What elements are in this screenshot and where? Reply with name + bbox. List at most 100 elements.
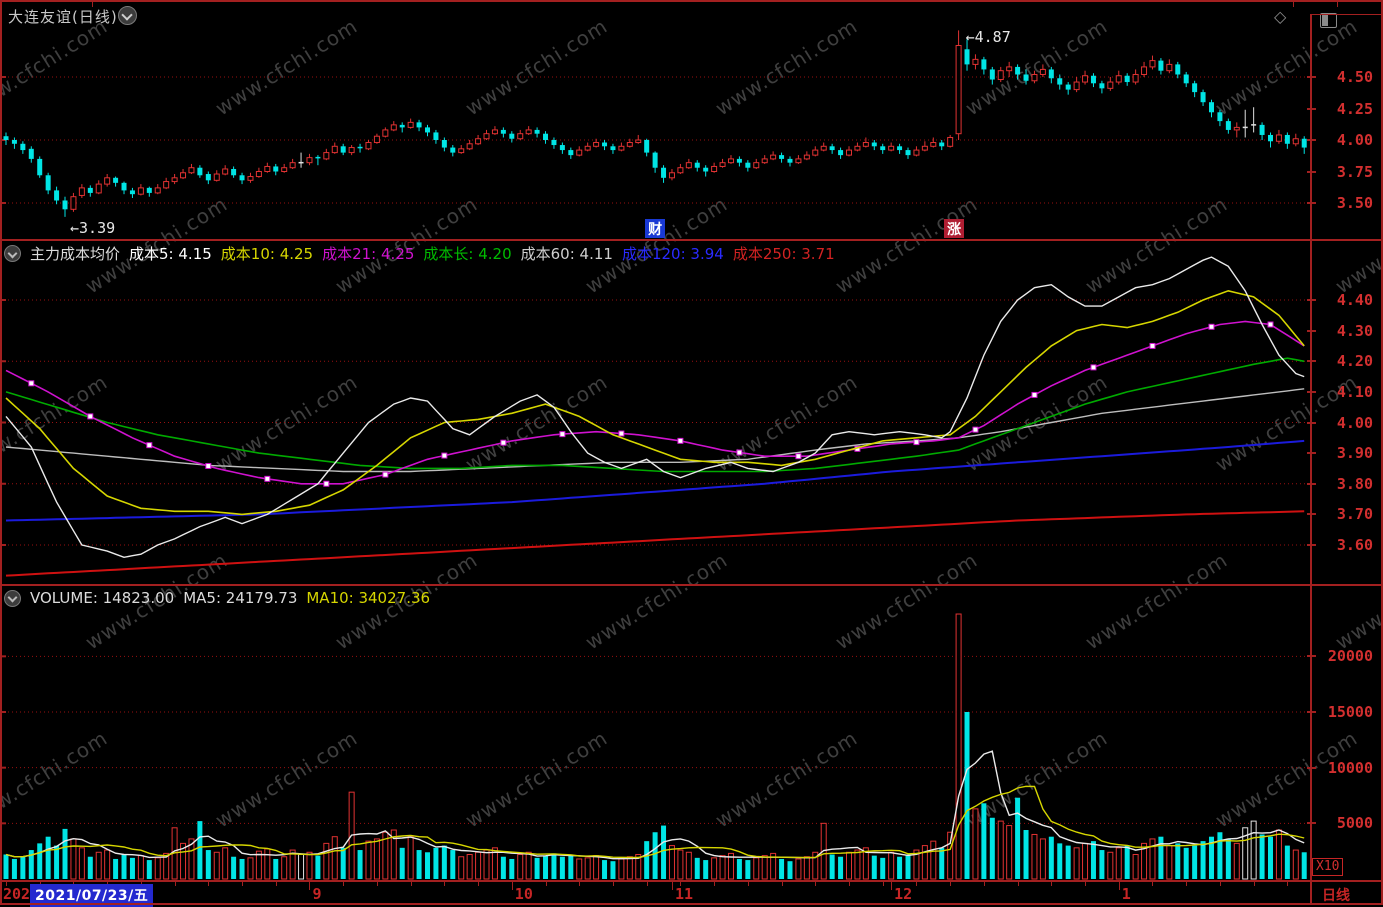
cost-axis-label: 4.30 [1336,321,1373,340]
volume-axis-label: 20000 [1327,647,1373,666]
minor-time-tick [410,882,412,886]
minor-time-tick [680,882,682,886]
month-tick [671,882,673,890]
minor-time-tick [275,882,277,886]
price-axis-label: 4.00 [1336,131,1373,149]
legend-cost10: 成本10: 4.25 [220,245,314,263]
minor-time-tick [1253,882,1255,886]
minor-time-tick [1017,882,1019,886]
cost-axis-label: 3.60 [1336,536,1373,554]
month-tick [1118,882,1120,890]
minor-time-tick [6,882,7,886]
divider-volume-axis [0,880,1383,882]
minor-time-tick [1152,882,1154,886]
cost-indicator-legend: 主力成本均价 成本5: 4.15 成本10: 4.25 成本21: 4.25 成… [4,243,835,264]
minor-time-tick [781,882,783,886]
panel-toggle-icon[interactable] [1320,13,1338,28]
month-label: 12 [894,885,913,903]
minor-time-tick [545,882,547,886]
minor-time-tick [242,882,244,886]
minor-time-tick [1287,882,1289,886]
volume-axis-label: 15000 [1327,703,1373,721]
collapse-volume-icon[interactable] [4,589,21,607]
minor-time-tick [714,882,716,886]
candlestick-chart[interactable] [0,30,1310,240]
price-axis-label: 3.75 [1336,162,1373,181]
minor-time-tick [343,882,345,886]
divider-cost-volume [0,584,1383,586]
high-price-annotation: ←4.87 [965,28,1011,46]
volume-ma10-label: MA10: 34027.36 [306,589,431,607]
minor-time-tick [1186,882,1188,886]
minor-time-tick [646,882,648,886]
stock-title: 大连友谊(日线) [8,8,118,26]
minor-time-tick [1051,882,1053,886]
cost-axis-label: 3.90 [1336,444,1373,463]
cost-axis-label: 3.80 [1336,474,1373,493]
legend-cost250: 成本250: 3.71 [732,245,835,263]
cost-axis-label: 3.70 [1336,505,1373,524]
minor-time-tick [916,882,918,886]
minor-time-tick [478,882,480,886]
border-right [1381,0,1383,905]
minor-time-tick [983,882,985,886]
minor-time-tick [950,882,952,886]
event-marker-zhang[interactable]: 涨 [944,219,965,238]
legend-cost-long: 成本长: 4.20 [423,245,512,263]
watermark-text: www.cfchi.com [1331,547,1383,655]
volume-axis-label: 10000 [1327,758,1373,777]
indicator-title: 主力成本均价 [30,245,121,263]
volume-legend: VOLUME: 14823.00 MA5: 24179.73 MA10: 340… [4,589,430,607]
minor-time-tick [1219,882,1221,886]
month-label: 9 [312,885,322,903]
minor-time-tick [309,882,311,886]
year-fragment-label: 202 [3,885,31,903]
cost-axis-label: 4.00 [1336,413,1373,432]
minor-time-tick [579,882,581,886]
selected-date-box: 2021/07/23/五 [30,884,154,907]
minor-time-tick [511,882,513,886]
price-axis-label: 3.50 [1336,194,1373,212]
volume-chart[interactable] [0,585,1310,881]
legend-cost120: 成本120: 3.94 [621,245,724,263]
minor-time-tick [612,882,614,886]
legend-cost5: 成本5: 4.15 [129,245,212,263]
cost-lines-chart[interactable] [0,240,1310,585]
price-axis-label: 4.25 [1336,99,1373,118]
minor-time-tick [882,882,884,886]
event-marker-cai[interactable]: 财 [645,219,666,238]
cost-axis-label: 4.40 [1336,291,1373,309]
volume-axis-label: 5000 [1336,814,1373,833]
minor-time-tick [174,882,176,886]
divider-scale-column [1310,14,1312,905]
minor-time-tick [815,882,817,886]
month-tick [309,882,311,890]
title-dropdown-icon[interactable] [118,6,137,25]
time-axis: 202 2021/07/23/五 日线 9 10 11 12 1 [0,881,1383,907]
month-label: 10 [514,885,533,903]
minor-time-tick [444,882,446,886]
collapse-indicator-icon[interactable] [4,245,21,262]
legend-cost60: 成本60: 4.11 [520,245,613,263]
minor-time-tick [849,882,850,886]
legend-cost21: 成本21: 4.25 [322,245,415,263]
title-bar: 大连友谊(日线) ◇ [0,0,1338,30]
low-price-annotation: ←3.39 [70,218,116,237]
volume-label: VOLUME: 14823.00 [30,589,175,607]
border-top [0,0,1383,2]
month-label: 11 [674,885,694,903]
minor-time-tick [376,882,378,886]
cost-axis-label: 4.10 [1336,382,1373,401]
period-label[interactable]: 日线 [1322,888,1350,904]
price-axis-label: 4.50 [1336,68,1373,86]
scale-column-top-line [1310,14,1383,15]
minor-time-tick [1118,882,1120,886]
minor-time-tick [1085,882,1087,886]
diamond-icon[interactable]: ◇ [1274,7,1287,26]
top-tick-2 [1293,0,1294,7]
month-tick [511,882,513,890]
top-tick-1 [92,0,93,7]
top-tick-3 [1337,0,1338,7]
divider-price-cost [0,239,1383,241]
